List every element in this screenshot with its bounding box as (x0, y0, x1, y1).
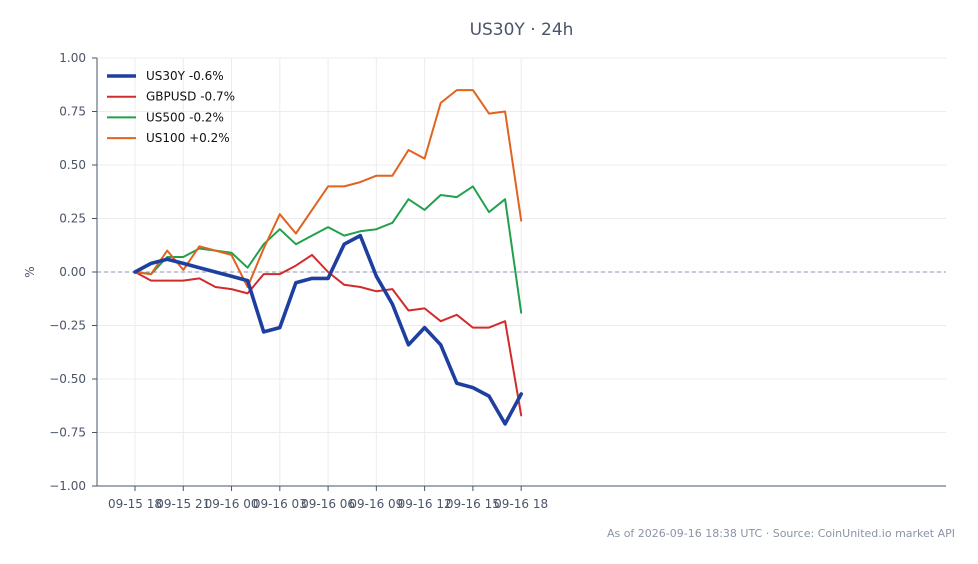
x-tick-label: 09-15 21 (156, 497, 210, 511)
x-tick-label: 09-15 18 (108, 497, 162, 511)
chart-title: US30Y · 24h (469, 20, 574, 40)
x-tick-label: 09-16 03 (253, 497, 307, 511)
legend-label-us30y: US30Y -0.6% (146, 69, 224, 83)
axes: 1.00 0.75 0.50 0.25 0.00 −0.25 −0.50 −0.75 −1.00… (49, 51, 946, 511)
y-tick-label: −0.50 (49, 372, 86, 386)
y-tick-label: 0.50 (59, 158, 86, 172)
x-tick-label: 09-16 00 (205, 497, 259, 511)
y-tick-label: −0.75 (49, 426, 86, 440)
legend: US30Y -0.6% GBPUSD -0.7% US500 -0.2% US100 … (107, 69, 235, 145)
series-line-gbpusd (134, 253, 523, 417)
x-tick-label: 09-16 09 (349, 497, 403, 511)
grid (97, 57, 946, 487)
y-tick-label: −0.25 (49, 319, 86, 333)
series-line-us100 (134, 89, 523, 288)
y-tick-label: 1.00 (59, 51, 86, 65)
x-tick-label: 09-16 18 (494, 497, 548, 511)
series-line-us30y (133, 233, 524, 426)
x-tick-label: 09-16 12 (398, 497, 452, 511)
y-tick-label: 0.25 (59, 212, 86, 226)
y-axis-label: % (23, 266, 37, 277)
legend-label-gbpusd: GBPUSD -0.7% (146, 90, 235, 104)
x-tick-label: 09-16 15 (446, 497, 500, 511)
series-lines (133, 89, 524, 426)
y-tick-label: 0.75 (59, 105, 86, 119)
footer-note: As of 2026-09-16 18:38 UTC · Source: Coi… (606, 527, 955, 540)
y-tick-label: 0.00 (59, 265, 86, 279)
legend-label-us500: US500 -0.2% (146, 110, 224, 124)
series-line-us500 (134, 185, 523, 314)
y-tick-label: −1.00 (49, 479, 86, 493)
x-tick-label: 09-16 06 (301, 497, 355, 511)
legend-label-us100: US100 +0.2% (146, 131, 230, 145)
